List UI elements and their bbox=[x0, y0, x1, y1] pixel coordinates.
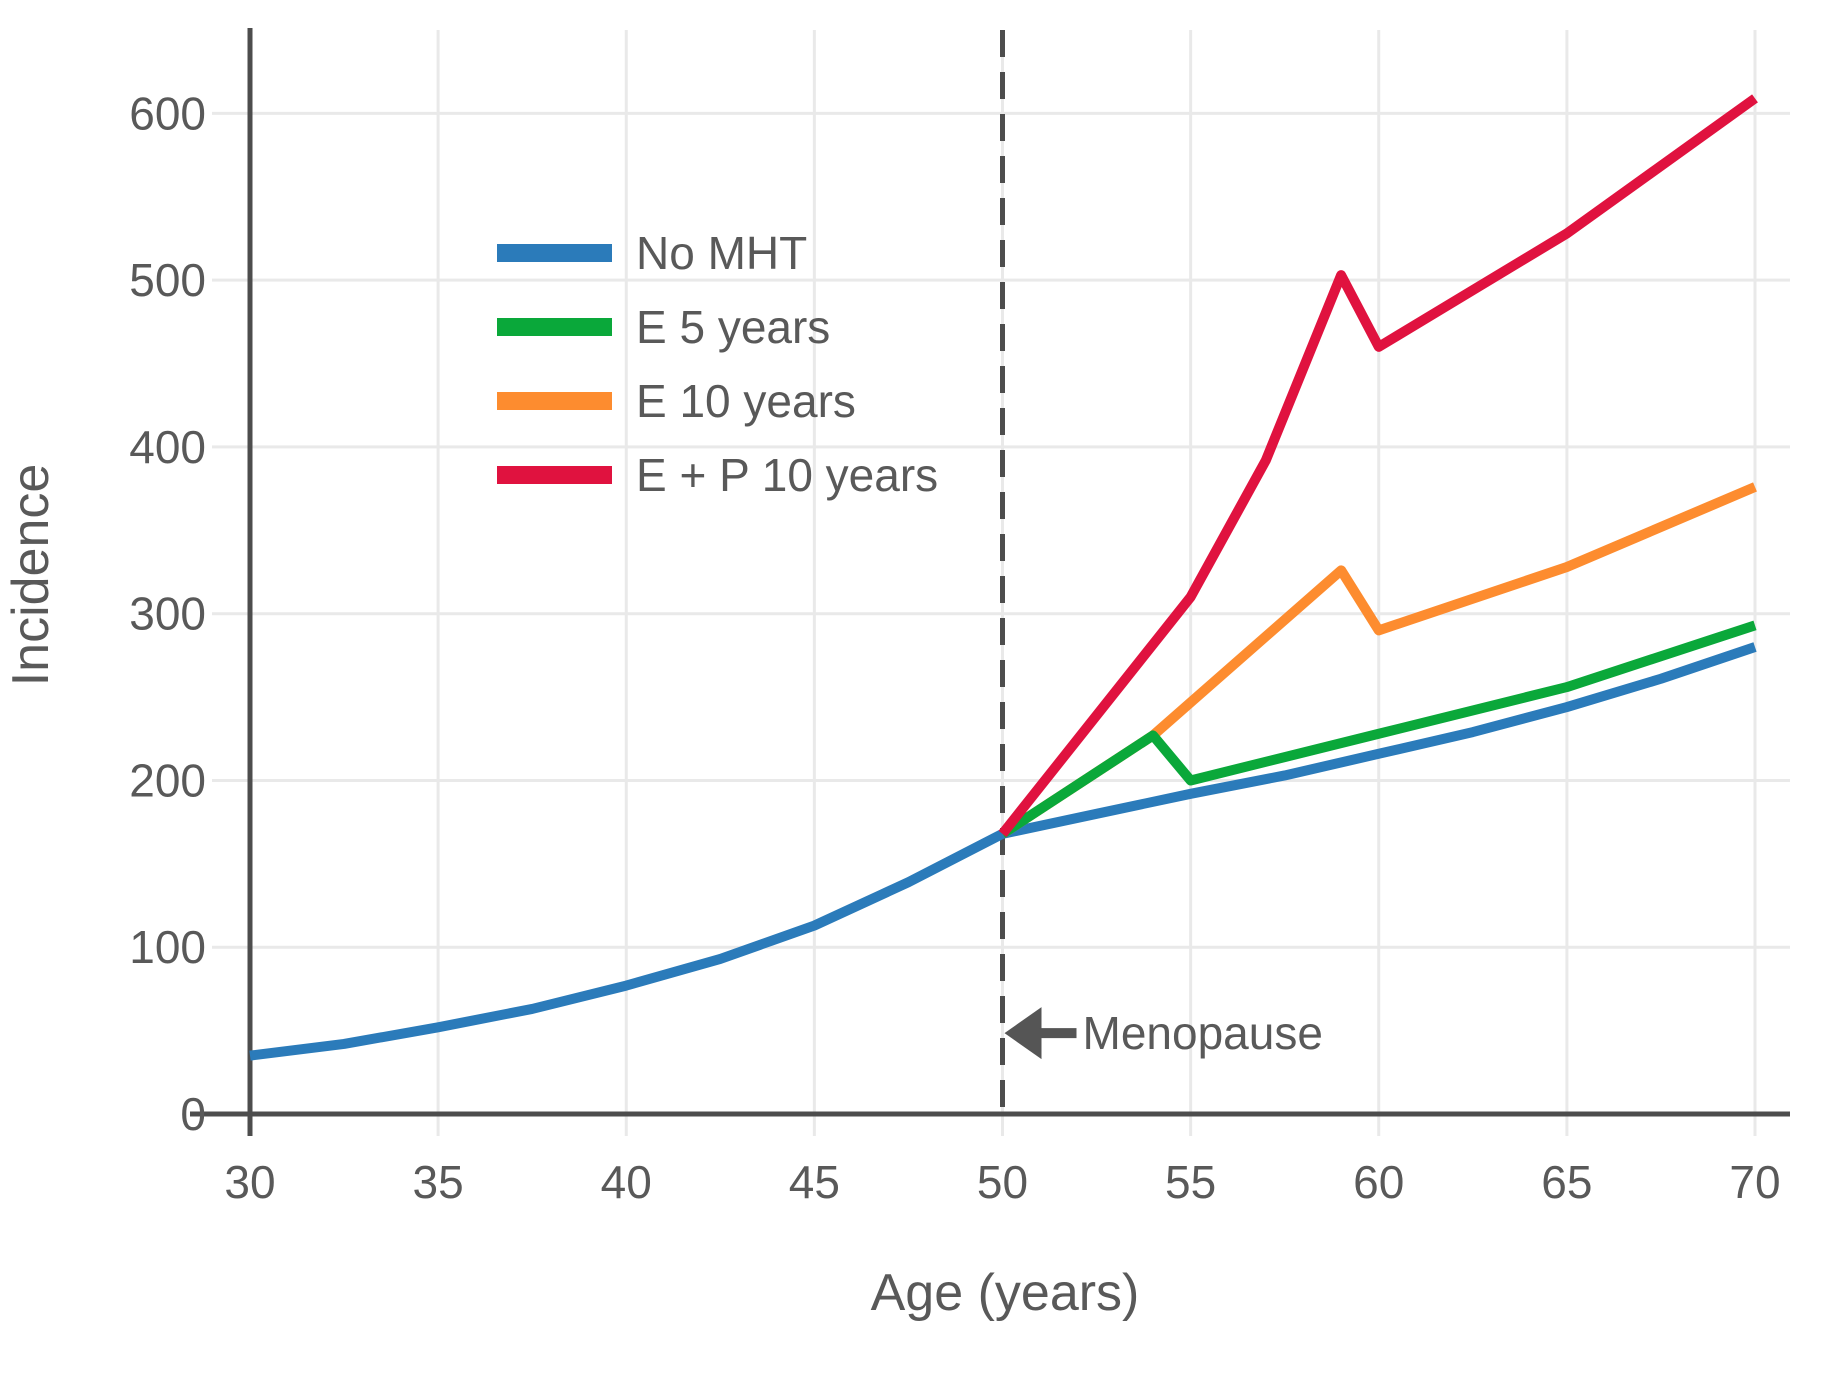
menopause-annotation: Menopause bbox=[1004, 1007, 1323, 1060]
y-tick-label-200: 200 bbox=[129, 754, 206, 806]
series-line-e-5-years bbox=[999, 620, 1757, 839]
left-arrow-shaft bbox=[1038, 1028, 1077, 1039]
y-tick-label-100: 100 bbox=[129, 921, 206, 973]
x-tick-label-65: 65 bbox=[1541, 1156, 1592, 1208]
axis-layer bbox=[190, 28, 1790, 1136]
series-layer bbox=[249, 94, 1758, 1061]
y-tick-label-600: 600 bbox=[129, 87, 206, 139]
legend-label-no-mht: No MHT bbox=[636, 227, 807, 279]
x-tick-label-70: 70 bbox=[1729, 1156, 1780, 1208]
grid-layer bbox=[212, 30, 1790, 1136]
x-tick-label-55: 55 bbox=[1165, 1156, 1216, 1208]
y-tick-label-500: 500 bbox=[129, 254, 206, 306]
legend-label-e-p-10-years: E + P 10 years bbox=[636, 449, 938, 501]
legend-label-e-5-years: E 5 years bbox=[636, 301, 830, 353]
legend: No MHT E 5 years E 10 years E + P 10 years bbox=[497, 227, 938, 501]
x-axis-title: Age (years) bbox=[871, 1264, 1140, 1322]
menopause-label: Menopause bbox=[1083, 1007, 1323, 1059]
y-tick-label-300: 300 bbox=[129, 588, 206, 640]
left-arrow-icon bbox=[1004, 1007, 1042, 1060]
x-tick-label-30: 30 bbox=[224, 1156, 275, 1208]
y-axis-title: Incidence bbox=[2, 464, 60, 687]
y-tick-label-400: 400 bbox=[129, 421, 206, 473]
x-tick-label-60: 60 bbox=[1353, 1156, 1404, 1208]
x-tick-label-50: 50 bbox=[977, 1156, 1028, 1208]
y-tick-label-0: 0 bbox=[180, 1088, 206, 1140]
x-tick-label-45: 45 bbox=[789, 1156, 840, 1208]
legend-label-e-10-years: E 10 years bbox=[636, 375, 856, 427]
x-tick-label-35: 35 bbox=[413, 1156, 464, 1208]
tick-label-layer: 30 35 40 45 50 55 60 65 70 0 100 200 300 400 500 600 bbox=[129, 87, 1780, 1208]
series-line-e-p-10-years bbox=[998, 94, 1758, 837]
x-tick-label-40: 40 bbox=[601, 1156, 652, 1208]
